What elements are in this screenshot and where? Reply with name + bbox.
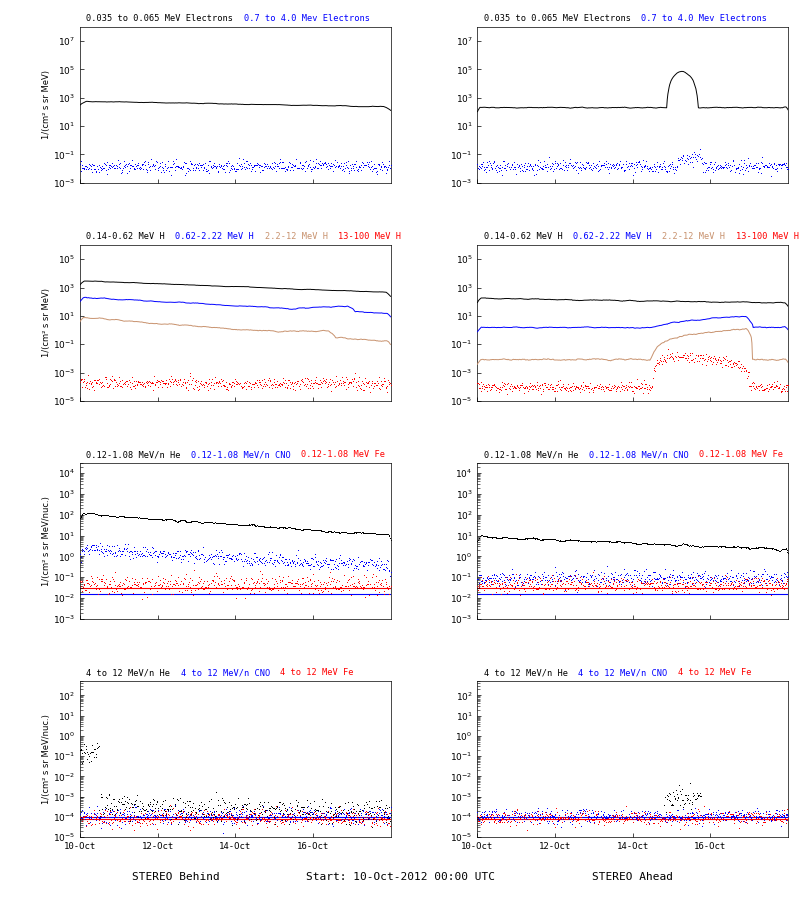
Y-axis label: 1/(cm² s sr MeV): 1/(cm² s sr MeV) [42, 289, 51, 357]
Text: Start: 10-Oct-2012 00:00 UTC: Start: 10-Oct-2012 00:00 UTC [306, 872, 494, 882]
Text: 0.035 to 0.065 MeV Electrons: 0.035 to 0.065 MeV Electrons [86, 14, 244, 23]
Text: 4 to 12 MeV Fe: 4 to 12 MeV Fe [281, 669, 365, 678]
Text: STEREO Ahead: STEREO Ahead [591, 872, 673, 882]
Text: 4 to 12 MeV/n He: 4 to 12 MeV/n He [86, 669, 181, 678]
Text: 0.12-1.08 MeV/n He: 0.12-1.08 MeV/n He [86, 450, 191, 459]
Text: 0.7 to 4.0 Mev Electrons: 0.7 to 4.0 Mev Electrons [641, 14, 778, 23]
Y-axis label: 1/(cm² s sr MeV): 1/(cm² s sr MeV) [42, 70, 51, 140]
Y-axis label: 1/(cm² s sr MeV/nuc.): 1/(cm² s sr MeV/nuc.) [42, 715, 51, 804]
Text: 0.035 to 0.065 MeV Electrons: 0.035 to 0.065 MeV Electrons [484, 14, 641, 23]
Text: 0.12-1.08 MeV/n CNO: 0.12-1.08 MeV/n CNO [191, 450, 302, 459]
Text: 0.12-1.08 MeV/n He: 0.12-1.08 MeV/n He [484, 450, 589, 459]
Text: 2.2-12 MeV H: 2.2-12 MeV H [265, 232, 338, 241]
Text: 0.62-2.22 MeV H: 0.62-2.22 MeV H [573, 232, 662, 241]
Text: 4 to 12 MeV/n CNO: 4 to 12 MeV/n CNO [578, 669, 678, 678]
Text: 0.14-0.62 MeV H: 0.14-0.62 MeV H [484, 232, 573, 241]
Text: 0.62-2.22 MeV H: 0.62-2.22 MeV H [175, 232, 265, 241]
Text: 4 to 12 MeV Fe: 4 to 12 MeV Fe [678, 669, 762, 678]
Text: 0.12-1.08 MeV Fe: 0.12-1.08 MeV Fe [699, 450, 794, 459]
Y-axis label: 1/(cm² s sr MeV/nuc.): 1/(cm² s sr MeV/nuc.) [42, 496, 51, 586]
Text: 4 to 12 MeV/n CNO: 4 to 12 MeV/n CNO [181, 669, 281, 678]
Text: 13-100 MeV H: 13-100 MeV H [736, 232, 800, 241]
Text: 0.7 to 4.0 Mev Electrons: 0.7 to 4.0 Mev Electrons [244, 14, 380, 23]
Text: 0.12-1.08 MeV Fe: 0.12-1.08 MeV Fe [302, 450, 396, 459]
Text: 2.2-12 MeV H: 2.2-12 MeV H [662, 232, 736, 241]
Text: 0.14-0.62 MeV H: 0.14-0.62 MeV H [86, 232, 175, 241]
Text: 13-100 MeV H: 13-100 MeV H [338, 232, 412, 241]
Text: STEREO Behind: STEREO Behind [132, 872, 220, 882]
Text: 4 to 12 MeV/n He: 4 to 12 MeV/n He [484, 669, 578, 678]
Text: 0.12-1.08 MeV/n CNO: 0.12-1.08 MeV/n CNO [589, 450, 699, 459]
